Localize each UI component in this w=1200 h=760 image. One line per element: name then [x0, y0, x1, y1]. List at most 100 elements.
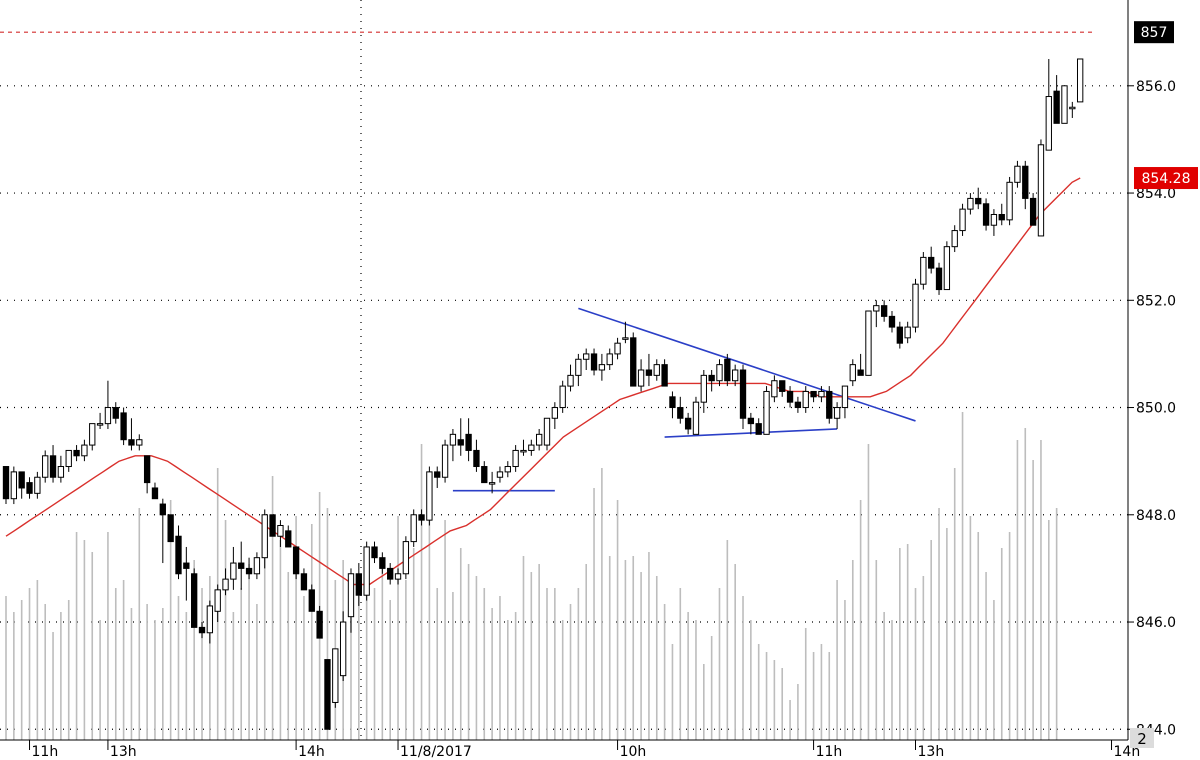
candle-body: [771, 380, 778, 398]
candle-body: [857, 369, 864, 376]
candle: [535, 428, 543, 451]
candle: [1069, 101, 1076, 118]
candle-body: [614, 342, 621, 355]
candle: [1014, 160, 1021, 188]
candle-body: [763, 390, 770, 435]
candle-body: [316, 610, 323, 639]
candle: [183, 546, 190, 601]
candle: [1037, 139, 1045, 237]
trendline-descending-resistance: [578, 307, 916, 422]
candle-body: [230, 562, 237, 580]
candle-body: [865, 310, 872, 376]
candle: [441, 439, 449, 483]
candle-body: [261, 514, 268, 559]
candle-body: [622, 337, 629, 340]
candle: [1053, 75, 1060, 124]
candle-body: [747, 417, 755, 425]
candle-body: [1037, 144, 1045, 237]
candle-body: [269, 514, 276, 537]
candle: [998, 203, 1005, 226]
candle-body: [559, 385, 566, 409]
candle-body: [896, 326, 903, 344]
candle-body: [928, 256, 935, 269]
y-tick-label: 856.0: [1136, 79, 1176, 95]
candle-body: [833, 407, 841, 419]
candle-body: [716, 364, 723, 382]
candle-body: [355, 573, 362, 596]
candle: [645, 353, 653, 387]
candle: [841, 385, 849, 419]
candle-body: [826, 390, 833, 419]
candle-body: [873, 305, 880, 312]
candle: [771, 375, 778, 403]
x-tick-label: 11/8/2017: [400, 744, 472, 760]
candle-body: [912, 283, 919, 328]
candle: [1076, 58, 1084, 103]
candle: [277, 520, 284, 547]
candle-body: [285, 530, 292, 548]
candle: [661, 359, 668, 387]
candle: [1006, 176, 1013, 226]
candle: [198, 622, 206, 639]
candle: [724, 353, 731, 387]
candle: [308, 584, 315, 612]
candle: [614, 337, 621, 360]
candle-body: [920, 256, 927, 285]
candle-body: [73, 449, 80, 457]
candle: [347, 568, 355, 633]
candle-body: [253, 557, 261, 575]
candle-body: [277, 525, 284, 537]
candle-body: [739, 369, 747, 419]
candle: [120, 407, 127, 446]
candle: [833, 402, 841, 429]
candle: [935, 262, 943, 295]
candle-body: [880, 305, 888, 317]
y-tick-label: 850.0: [1136, 401, 1176, 417]
candle: [418, 509, 425, 526]
candle-body: [1045, 96, 1052, 151]
candle: [387, 563, 394, 585]
candle-body: [434, 471, 441, 478]
marker-level-text: 857: [1141, 25, 1168, 41]
candle: [959, 203, 966, 236]
candle-body: [653, 364, 660, 376]
candle-body: [732, 369, 739, 382]
candle: [10, 466, 18, 505]
candle-body: [684, 417, 692, 430]
candle-body: [49, 455, 57, 478]
candle: [96, 412, 104, 429]
candle: [214, 584, 221, 623]
candle: [238, 541, 245, 590]
candle-body: [708, 374, 715, 382]
candle-body: [606, 353, 613, 366]
candle-body: [583, 353, 590, 360]
candle-body: [888, 315, 896, 328]
candle-body: [363, 546, 370, 596]
candle: [488, 471, 496, 494]
candle-body: [677, 407, 684, 419]
candle-body: [151, 487, 159, 500]
gridlines: [0, 0, 1128, 740]
candle: [159, 498, 166, 564]
corner-label: 2: [1137, 730, 1147, 748]
candle-body: [222, 578, 229, 591]
candle-body: [535, 433, 543, 446]
x-tick-label: 11h: [816, 744, 843, 760]
candle-body: [402, 541, 410, 575]
candle: [449, 428, 457, 462]
candle-body: [387, 567, 394, 580]
candle: [42, 450, 49, 483]
candle: [191, 568, 198, 628]
candle: [300, 568, 308, 591]
candle: [34, 471, 41, 499]
candle-body: [128, 439, 135, 446]
candle: [512, 445, 519, 472]
candle-body: [308, 589, 315, 612]
candle: [920, 252, 927, 290]
candle-body: [42, 455, 49, 478]
candle: [57, 455, 65, 483]
candle: [559, 380, 566, 413]
candle-body: [1053, 90, 1060, 124]
candle: [779, 380, 786, 397]
candle-body: [630, 337, 637, 387]
